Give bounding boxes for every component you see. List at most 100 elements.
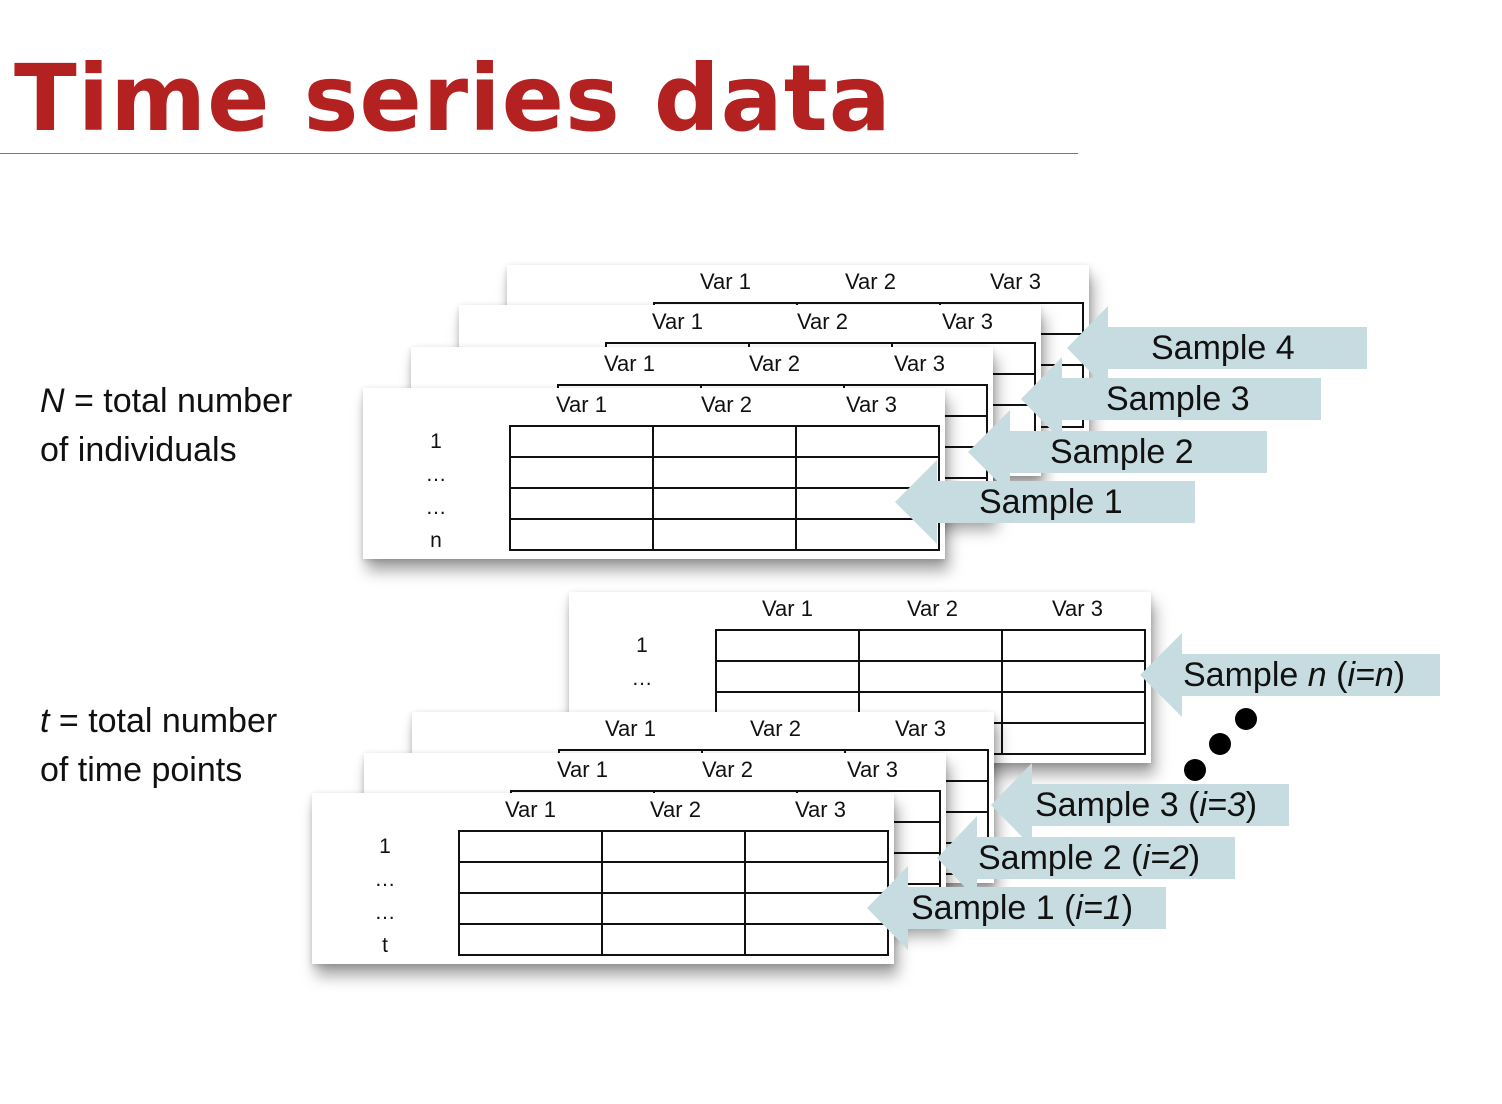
grid-cell bbox=[652, 425, 797, 458]
individuals-label: N = total number of individuals bbox=[40, 377, 292, 475]
time-sample-2-label-suffix: ) bbox=[1188, 839, 1201, 877]
grid-cell bbox=[858, 629, 1003, 662]
sample-1-sheet: Var 1 Var 2 Var 3 1 … … n bbox=[363, 388, 945, 559]
column-header-var-3: Var 3 bbox=[847, 757, 898, 782]
column-header-var-3: Var 3 bbox=[1052, 596, 1103, 621]
sample-3-label-prefix: Sample 3 bbox=[1106, 380, 1250, 418]
time-sample-3-label-suffix: ) bbox=[1245, 786, 1258, 824]
column-header-var-1: Var 1 bbox=[605, 716, 656, 741]
grid-cell bbox=[601, 830, 746, 863]
row-label: n bbox=[430, 529, 442, 552]
grid-cell bbox=[458, 923, 603, 956]
slide-title: Time series data bbox=[14, 45, 892, 152]
time-sample-1-label-suffix: ) bbox=[1121, 889, 1134, 927]
sample-1-label-prefix: Sample 1 bbox=[979, 483, 1123, 521]
sample-3-label: Sample 3 bbox=[1106, 378, 1250, 420]
column-header-var-2: Var 2 bbox=[750, 716, 801, 741]
time-sample-1-label-prefix: Sample 1 ( bbox=[911, 889, 1076, 927]
grid-cell bbox=[509, 518, 654, 551]
grid-cell bbox=[458, 861, 603, 894]
row-label: t bbox=[382, 934, 388, 957]
sample-2-label: Sample 2 bbox=[1050, 431, 1194, 473]
row-label: … bbox=[425, 496, 447, 519]
ellipsis-dot bbox=[1235, 708, 1257, 730]
column-header-var-3: Var 3 bbox=[895, 716, 946, 741]
sample-n-label-mid: ( bbox=[1326, 656, 1348, 694]
grid-cell bbox=[1001, 691, 1146, 724]
column-header-var-3: Var 3 bbox=[990, 269, 1041, 294]
table-row bbox=[458, 861, 889, 894]
column-header-var-3: Var 3 bbox=[795, 797, 846, 822]
grid-cell bbox=[1001, 629, 1146, 662]
sample-4-label-prefix: Sample 4 bbox=[1151, 329, 1295, 367]
column-header-var-1: Var 1 bbox=[700, 269, 751, 294]
table-row bbox=[458, 892, 889, 925]
ellipsis-dot bbox=[1184, 759, 1206, 781]
column-header-var-1: Var 1 bbox=[604, 351, 655, 376]
data-grid bbox=[458, 830, 889, 956]
ellipsis-dot bbox=[1209, 733, 1231, 755]
time-sample-3-label-prefix: Sample 3 ( bbox=[1035, 786, 1200, 824]
time-sample-1-label: Sample 1 (i=1) bbox=[911, 887, 1133, 929]
grid-cell bbox=[1001, 722, 1146, 755]
column-header-var-2: Var 2 bbox=[907, 596, 958, 621]
row-label: 1 bbox=[430, 430, 442, 453]
time-sample-3-label: Sample 3 (i=3) bbox=[1035, 784, 1257, 826]
table-row bbox=[715, 660, 1146, 693]
symbol-t: t bbox=[40, 702, 50, 740]
table-row bbox=[509, 518, 940, 551]
time-sample-2-label: Sample 2 (i=2) bbox=[978, 837, 1200, 879]
grid-cell bbox=[858, 660, 1003, 693]
time-points-label-text: = total number bbox=[49, 702, 278, 740]
time-points-label-line2: of time points bbox=[40, 751, 243, 789]
grid-cell bbox=[795, 518, 940, 551]
time-sample-2-label-prefix: Sample 2 ( bbox=[978, 839, 1143, 877]
time-sample-1-label-italic: i=1 bbox=[1075, 889, 1122, 927]
table-row bbox=[715, 629, 1146, 662]
row-label: … bbox=[374, 868, 396, 891]
table-row bbox=[509, 425, 940, 458]
time-points-label: t = total number of time points bbox=[40, 697, 277, 795]
time-sample-1-sheet: Var 1 Var 2 Var 3 1 … … t bbox=[312, 793, 894, 964]
row-label: … bbox=[374, 901, 396, 924]
grid-cell bbox=[744, 892, 889, 925]
sample-2-label-prefix: Sample 2 bbox=[1050, 433, 1194, 471]
grid-cell bbox=[715, 629, 860, 662]
data-grid bbox=[509, 425, 940, 551]
grid-cell bbox=[509, 456, 654, 489]
grid-cell bbox=[715, 660, 860, 693]
grid-cell bbox=[458, 892, 603, 925]
table-row bbox=[509, 456, 940, 489]
column-header-var-2: Var 2 bbox=[650, 797, 701, 822]
symbol-N: N bbox=[40, 382, 65, 420]
column-header-var-2: Var 2 bbox=[845, 269, 896, 294]
sample-n-label-italic2: i=n bbox=[1347, 656, 1394, 694]
row-label: … bbox=[425, 463, 447, 486]
sample-4-label: Sample 4 bbox=[1151, 327, 1295, 369]
grid-cell bbox=[601, 861, 746, 894]
column-header-var-1: Var 1 bbox=[762, 596, 813, 621]
column-header-var-2: Var 2 bbox=[701, 392, 752, 417]
sample-n-label-prefix: Sample bbox=[1183, 656, 1308, 694]
column-header-var-2: Var 2 bbox=[749, 351, 800, 376]
column-header-var-2: Var 2 bbox=[797, 309, 848, 334]
table-row bbox=[458, 923, 889, 956]
grid-cell bbox=[1001, 660, 1146, 693]
time-sample-3-label-italic: i=3 bbox=[1199, 786, 1246, 824]
column-header-var-1: Var 1 bbox=[556, 392, 607, 417]
grid-cell bbox=[509, 425, 654, 458]
sample-n-label-suffix: ) bbox=[1393, 656, 1406, 694]
table-row bbox=[458, 830, 889, 863]
sample-1-label: Sample 1 bbox=[979, 481, 1123, 523]
sample-n-label-italic: n bbox=[1307, 656, 1327, 694]
grid-cell bbox=[795, 425, 940, 458]
grid-cell bbox=[601, 923, 746, 956]
column-header-var-3: Var 3 bbox=[942, 309, 993, 334]
